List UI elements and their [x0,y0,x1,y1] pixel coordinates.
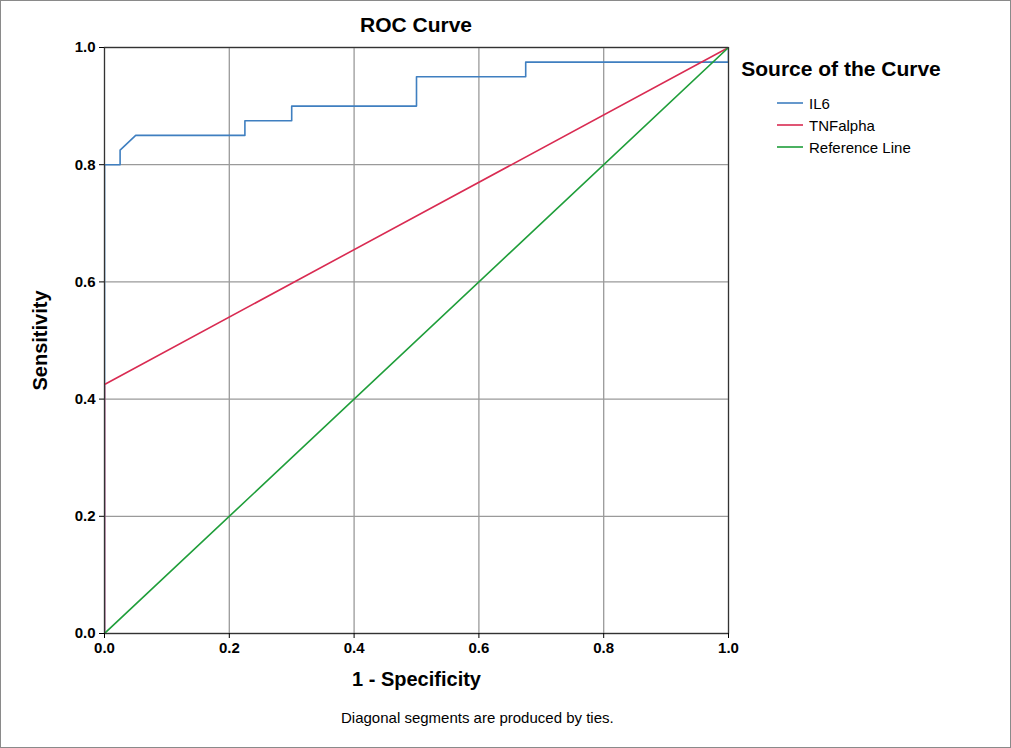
svg-text:0.4: 0.4 [344,639,366,656]
svg-text:0.0: 0.0 [94,639,115,656]
svg-text:1.0: 1.0 [718,639,739,656]
html-text:TNFalpha: TNFalpha [809,116,875,134]
html-text:IL6: IL6 [809,94,830,112]
svg-text:1.0: 1.0 [75,38,96,55]
html-text:Reference Line: Reference Line [809,138,911,156]
svg-text:0.2: 0.2 [75,507,96,524]
svg-text:0.0: 0.0 [75,624,96,641]
svg-text:0.4: 0.4 [75,390,97,407]
svg-text:0.6: 0.6 [75,273,96,290]
html-text:Diagonal segments are produced: Diagonal segments are produced by ties. [341,709,614,726]
html-text:Source of the Curve: Source of the Curve [741,57,941,80]
svg-text:0.2: 0.2 [219,639,240,656]
svg-text:0.8: 0.8 [593,639,614,656]
svg-text:1 - Specificity: 1 - Specificity [352,668,482,690]
svg-text:0.8: 0.8 [75,156,96,173]
svg-text:0.6: 0.6 [468,639,489,656]
svg-text:Sensitivity: Sensitivity [29,290,51,391]
html-text:ROC Curve: ROC Curve [360,13,472,36]
